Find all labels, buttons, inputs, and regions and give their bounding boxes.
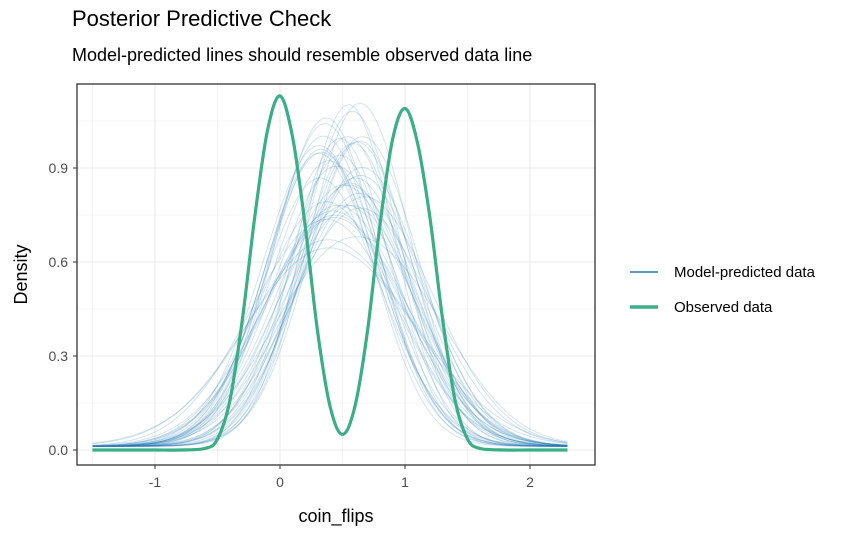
legend-label-observed: Observed data xyxy=(674,299,773,316)
chart-title: Posterior Predictive Check xyxy=(72,6,332,31)
predicted-draw-line xyxy=(92,182,568,447)
predicted-draw-line xyxy=(92,141,568,447)
x-axis-title: coin_flips xyxy=(298,506,373,527)
predicted-draw-line xyxy=(92,117,568,447)
predicted-draw-line xyxy=(92,201,568,447)
x-tick-label: 1 xyxy=(401,474,409,490)
predicted-draw-line xyxy=(92,177,568,447)
predicted-draw-line xyxy=(92,137,568,447)
x-tick-label: 0 xyxy=(276,474,284,490)
predicted-lines xyxy=(92,102,568,447)
x-tick-label: -1 xyxy=(149,474,162,490)
predicted-draw-line xyxy=(92,136,568,447)
predicted-draw-line xyxy=(92,102,568,447)
y-tick-label: 0.9 xyxy=(49,160,69,176)
y-tick-label: 0.6 xyxy=(49,254,69,270)
panel-border xyxy=(76,83,596,466)
predicted-draw-line xyxy=(92,148,568,447)
predicted-draw-line xyxy=(92,239,568,444)
predicted-draw-line xyxy=(92,184,568,447)
chart-subtitle: Model-predicted lines should resemble ob… xyxy=(72,45,533,65)
observed-data-line xyxy=(92,94,568,452)
predicted-draw-line xyxy=(92,140,568,447)
legend-label-predicted: Model-predicted data xyxy=(674,264,816,281)
predicted-draw-line xyxy=(92,152,568,447)
predicted-draw-line xyxy=(92,151,568,447)
predicted-draw-line xyxy=(92,123,568,447)
predicted-draw-line xyxy=(92,104,568,447)
x-tick-label: 2 xyxy=(526,474,534,490)
predicted-draw-line xyxy=(92,145,568,447)
predicted-draw-line xyxy=(92,218,568,447)
predicted-draw-line xyxy=(92,165,568,447)
predicted-draw-line xyxy=(92,236,568,447)
predicted-draw-line xyxy=(92,174,568,447)
predicted-draw-line xyxy=(92,210,568,447)
predicted-draw-line xyxy=(92,204,568,447)
predicted-draw-line xyxy=(92,143,568,447)
predicted-draw-line xyxy=(92,136,568,447)
predicted-draw-line xyxy=(92,154,568,447)
predicted-draw-line xyxy=(92,184,568,447)
legend: Model-predicted data Observed data xyxy=(630,264,816,316)
predicted-draw-line xyxy=(92,192,568,447)
predicted-draw-line xyxy=(92,205,568,447)
observed-line-group xyxy=(92,94,568,452)
y-axis-title: Density xyxy=(11,244,31,304)
axis-ticks: -1 0 1 2 0.0 0.3 0.6 0.9 xyxy=(49,160,535,490)
predicted-draw-line xyxy=(92,160,568,447)
predicted-draw-line xyxy=(92,110,568,447)
y-tick-label: 0.0 xyxy=(49,442,69,458)
grid xyxy=(77,84,595,465)
predicted-draw-line xyxy=(92,214,568,447)
predicted-draw-line xyxy=(92,216,568,446)
y-tick-label: 0.3 xyxy=(49,348,69,364)
predicted-draw-line xyxy=(92,135,568,447)
predicted-draw-line xyxy=(92,177,568,447)
predicted-draw-line xyxy=(92,166,568,447)
predicted-draw-line xyxy=(92,247,568,445)
predicted-draw-line xyxy=(92,204,568,447)
predicted-draw-line xyxy=(92,207,568,447)
predicted-draw-line xyxy=(92,196,568,447)
